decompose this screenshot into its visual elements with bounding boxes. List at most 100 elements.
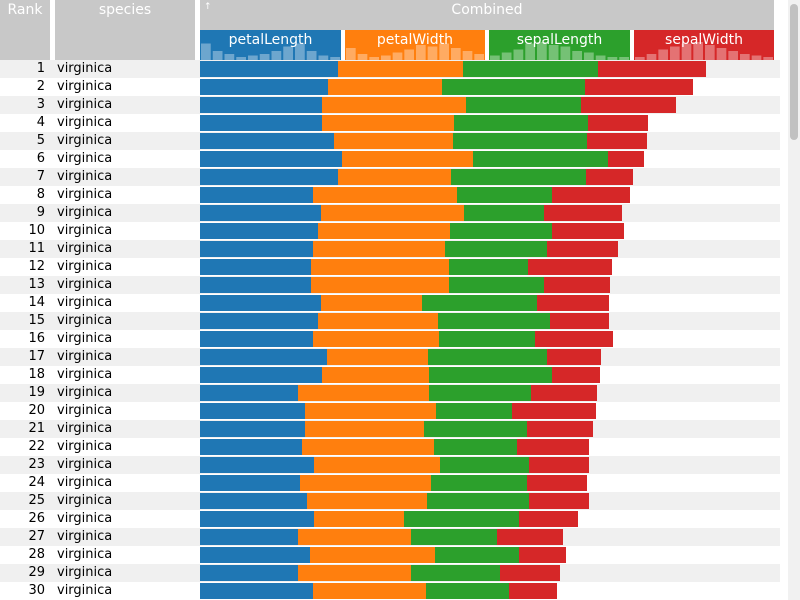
attribute-label-sepal-width: sepalWidth — [665, 32, 743, 48]
species-cell: virginica — [57, 331, 113, 346]
rank-cell: 20 — [28, 403, 45, 418]
bar-segment-sepalWidth — [500, 565, 560, 581]
rank-cell: 30 — [28, 583, 45, 598]
species-cell: virginica — [57, 349, 113, 364]
bar-segment-petalLength — [200, 511, 315, 527]
bar-segment-petalLength — [200, 385, 298, 401]
histogram-bin — [728, 51, 738, 60]
bar-segment-petalLength — [200, 547, 310, 563]
bar-segment-petalLength — [200, 457, 315, 473]
rank-cell: 17 — [28, 349, 45, 364]
bar-segment-sepalWidth — [552, 187, 631, 203]
histogram-bin — [346, 48, 356, 60]
attribute-label-petal-width: petalWidth — [376, 32, 454, 48]
table-row[interactable]: 23 virginica — [0, 456, 780, 474]
histogram-bin — [681, 43, 692, 60]
bar-segment-petalWidth — [310, 277, 449, 293]
species-cell: virginica — [57, 511, 113, 526]
table-row[interactable]: 21 virginica — [0, 420, 780, 438]
table-row[interactable]: 16 virginica — [0, 330, 780, 348]
bar-segment-petalLength — [200, 367, 322, 383]
bar-segment-sepalWidth — [528, 493, 589, 509]
petal-length-histogram — [201, 43, 340, 60]
bar-segment-sepalWidth — [544, 277, 611, 293]
rank-cell: 14 — [28, 295, 45, 310]
table-row[interactable]: 13 virginica — [0, 276, 780, 294]
histogram-bin — [705, 45, 715, 60]
table-row[interactable]: 27 virginica — [0, 528, 780, 546]
table-row[interactable]: 14 virginica — [0, 294, 780, 312]
table-row[interactable]: 8 virginica — [0, 186, 780, 204]
rank-cell: 5 — [36, 133, 45, 148]
bar-segment-petalLength — [200, 169, 338, 185]
table-row[interactable]: 4 virginica — [0, 114, 780, 132]
table-row[interactable]: 2 virginica — [0, 78, 780, 96]
rank-column-header[interactable]: Rank — [0, 0, 50, 60]
histogram-bin — [295, 43, 305, 60]
attribute-header-sepal-length[interactable]: sepalLength — [489, 30, 630, 60]
scrollbar-thumb[interactable] — [790, 4, 798, 140]
bar-segment-petalLength — [200, 583, 313, 599]
table-row[interactable]: 5 virginica — [0, 132, 780, 150]
histogram-bin — [560, 46, 571, 60]
attribute-header-sepal-width[interactable]: sepalWidth — [634, 30, 774, 60]
bar-segment-petalWidth — [337, 169, 452, 185]
rank-cell: 22 — [28, 439, 45, 454]
table-row[interactable]: 19 virginica — [0, 384, 780, 402]
bar-segment-sepalWidth — [607, 151, 644, 167]
rank-cell: 18 — [28, 367, 45, 382]
species-cell: virginica — [57, 583, 113, 598]
histogram-bin — [416, 45, 426, 60]
vertical-scrollbar[interactable] — [788, 0, 800, 600]
table-row[interactable]: 28 virginica — [0, 546, 780, 564]
species-column-header[interactable]: species — [55, 0, 195, 60]
table-row[interactable]: 15 virginica — [0, 312, 780, 330]
histogram-bin — [572, 51, 582, 60]
table-row[interactable]: 30 virginica — [0, 582, 780, 600]
bar-segment-sepalWidth — [526, 421, 593, 437]
table-row[interactable]: 18 virginica — [0, 366, 780, 384]
sort-arrow-icon[interactable]: ↑ — [204, 2, 212, 12]
table-row[interactable]: 6 virginica — [0, 150, 780, 168]
table-row[interactable]: 20 virginica — [0, 402, 780, 420]
histogram-bin — [369, 57, 379, 60]
table-row[interactable]: 10 virginica — [0, 222, 780, 240]
table-row[interactable]: 3 virginica — [0, 96, 780, 114]
bar-segment-sepalLength — [438, 331, 535, 347]
table-row[interactable]: 22 virginica — [0, 438, 780, 456]
species-cell: virginica — [57, 439, 113, 454]
bar-segment-petalWidth — [297, 565, 412, 581]
rank-cell: 19 — [28, 385, 45, 400]
combined-column-header[interactable]: ↑ Combined — [200, 0, 774, 30]
ranking-table-body: 1 virginica 2 virginica 3 virginica 4 virginica… — [0, 60, 788, 600]
bar-segment-sepalLength — [449, 223, 552, 239]
bar-segment-petalWidth — [322, 97, 466, 113]
attribute-header-petal-width[interactable]: petalWidth — [345, 30, 485, 60]
table-row[interactable]: 11 virginica — [0, 240, 780, 258]
table-row[interactable]: 25 virginica — [0, 492, 780, 510]
bar-segment-sepalLength — [456, 187, 553, 203]
table-row[interactable]: 12 virginica — [0, 258, 780, 276]
bar-segment-sepalLength — [444, 241, 547, 257]
bar-segment-petalLength — [200, 115, 323, 131]
bar-segment-sepalLength — [453, 133, 588, 149]
bar-segment-petalWidth — [313, 331, 439, 347]
histogram-bin — [212, 51, 223, 60]
table-row[interactable]: 17 virginica — [0, 348, 780, 366]
bar-segment-sepalLength — [424, 421, 527, 437]
table-row[interactable]: 7 virginica — [0, 168, 780, 186]
table-row[interactable]: 9 virginica — [0, 204, 780, 222]
table-row[interactable]: 26 virginica — [0, 510, 780, 528]
bar-segment-sepalWidth — [509, 583, 558, 599]
bar-segment-sepalLength — [411, 565, 501, 581]
table-row[interactable]: 29 virginica — [0, 564, 780, 582]
bar-segment-petalWidth — [318, 223, 450, 239]
rank-cell: 12 — [28, 259, 45, 274]
bar-segment-petalLength — [200, 205, 321, 221]
bar-segment-sepalLength — [473, 151, 608, 167]
bar-segment-petalLength — [200, 439, 303, 455]
attribute-header-petal-length[interactable]: petalLength — [200, 30, 341, 60]
table-row[interactable]: 24 virginica — [0, 474, 780, 492]
histogram-bin — [751, 55, 762, 60]
table-row[interactable]: 1 virginica — [0, 60, 780, 78]
